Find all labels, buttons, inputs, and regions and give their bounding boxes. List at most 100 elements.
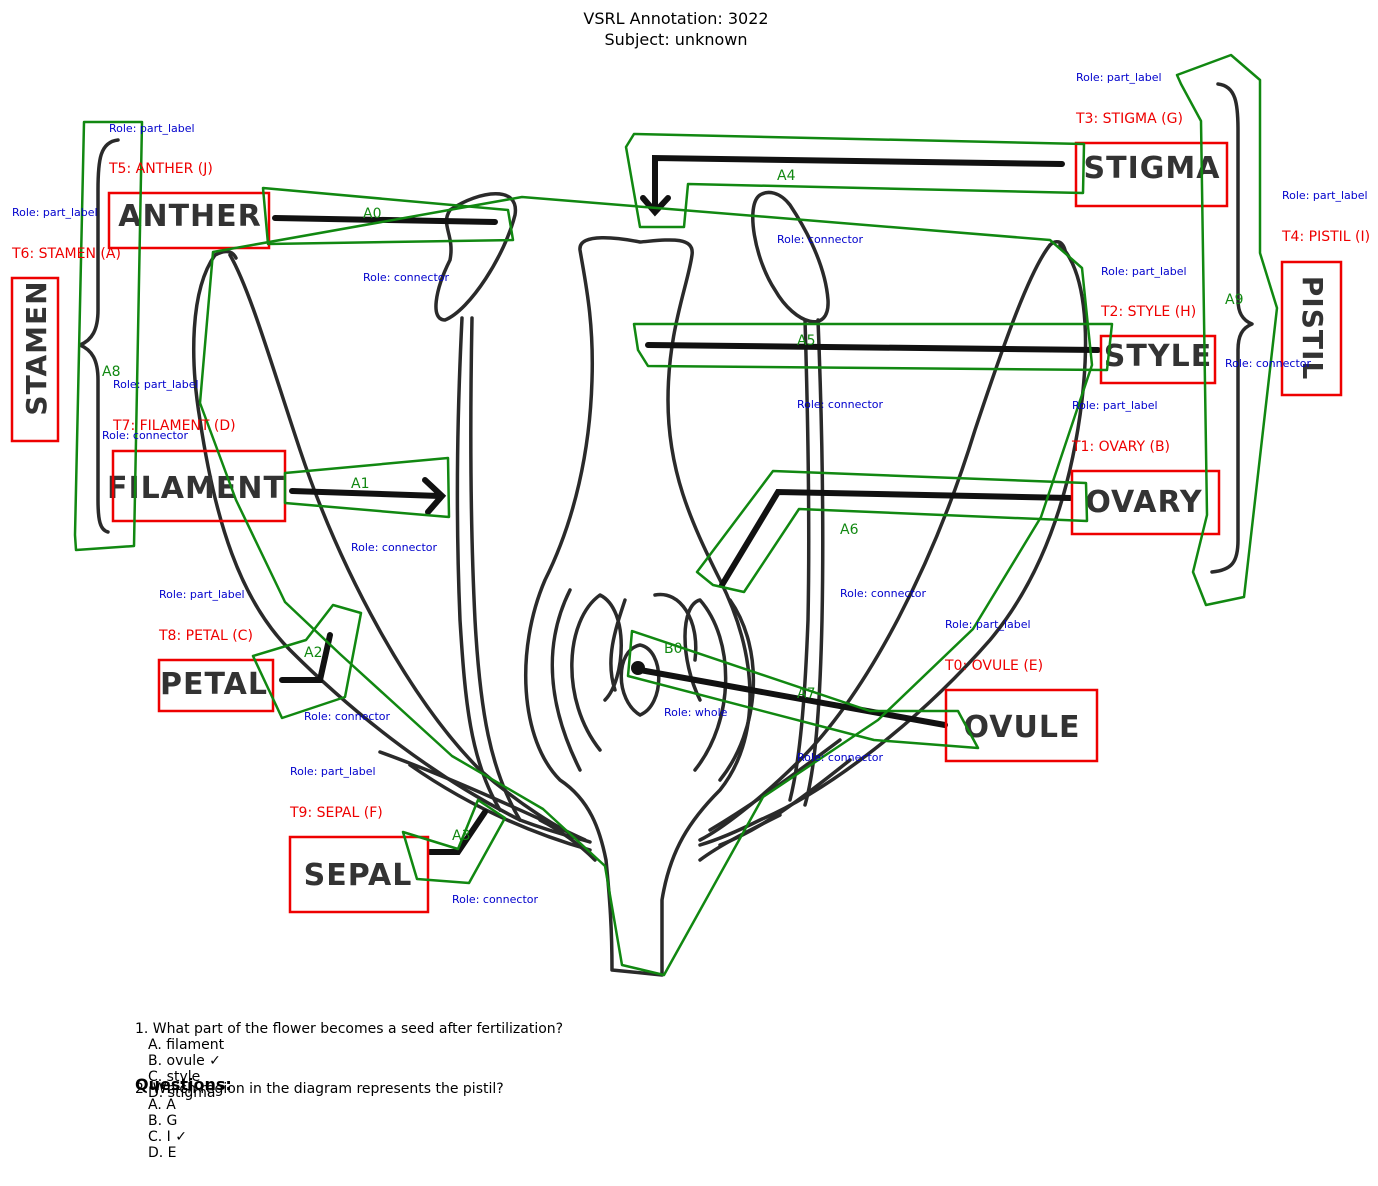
question-2-option-b: B. G (148, 1113, 177, 1129)
ovule-cluster-drawing (570, 592, 728, 772)
t1-box (1070, 469, 1221, 536)
t3-label: T3: STIGMA (G) (1075, 111, 1183, 127)
a6-polygon (695, 469, 1089, 594)
t8-role: Role: part_label (159, 588, 245, 601)
text-label-boxes (10, 141, 1343, 914)
t2-box (1099, 334, 1217, 385)
t5-label: T5: ANTHER (J) (108, 161, 213, 177)
a4-role: Role: connector (777, 233, 863, 246)
b0-polygon (198, 195, 1094, 977)
a1-label: A1 (351, 476, 369, 492)
a7-polygon (626, 629, 980, 750)
a6-label: A6 (840, 522, 859, 538)
question-2-option-c: C. I ✓ (148, 1129, 187, 1145)
a3-role: Role: connector (452, 893, 538, 906)
a7-role: Role: connector (797, 751, 883, 764)
word-pistil: PISTIL (1296, 276, 1329, 380)
a4-label: A4 (777, 168, 796, 184)
a5-polygon (632, 322, 1114, 372)
t3-box (1074, 141, 1229, 208)
a9-polygon (1175, 53, 1279, 607)
pistil-brace-drawing (1210, 82, 1254, 574)
word-ovule: OVULE (964, 710, 1081, 745)
a8-role: Role: connector (102, 429, 188, 442)
question-1-text: 1. What part of the flower becomes a see… (135, 1021, 563, 1037)
b0-label: B0 (664, 641, 683, 657)
stigma-leader-line (640, 154, 1065, 217)
a0-role: Role: connector (363, 271, 449, 284)
question-2-text: 2. Which region in the diagram represent… (135, 1081, 504, 1097)
t0-box (944, 688, 1099, 763)
word-ovary: OVARY (1085, 485, 1203, 520)
a8-label: A8 (102, 364, 120, 380)
a9-role: Role: connector (1225, 357, 1311, 370)
a2-polygon (251, 603, 363, 720)
t0-role: Role: part_label (945, 618, 1031, 631)
t1-label: T1: OVARY (B) (1071, 439, 1170, 455)
a5-role: Role: connector (797, 398, 883, 411)
t3-role: Role: part_label (1076, 71, 1162, 84)
petal-leader-line (279, 632, 333, 683)
right-stamen-drawing (751, 190, 830, 807)
figure-subtitle: Subject: unknown (605, 30, 748, 49)
right-petal-drawing (698, 243, 1088, 847)
question-1-option-b: B. ovule ✓ (148, 1053, 221, 1069)
t8-box (157, 658, 275, 713)
t6-box (10, 276, 60, 443)
a8-polygon (73, 120, 144, 552)
question-1-option-d: D. stigma (148, 1085, 215, 1101)
word-anther: ANTHER (118, 199, 262, 234)
sepal-leader-line (427, 809, 488, 855)
a3-polygon (401, 798, 507, 885)
t8-label: T8: PETAL (C) (158, 628, 253, 644)
left-petal-drawing (192, 253, 592, 844)
flower-drawing (78, 82, 1254, 977)
b0-role: Role: whole (664, 706, 728, 719)
arrow-polygons (73, 53, 1279, 977)
question-2-option-a: A. A (148, 1097, 176, 1113)
t7-role: Role: part_label (113, 378, 199, 391)
ovule-leader-line (637, 667, 948, 728)
style-leader-line (645, 342, 1101, 353)
a1-polygon (283, 456, 451, 519)
ovary-leader-line (719, 488, 1073, 588)
filament-leader-line (289, 477, 447, 515)
a0-polygon (261, 186, 515, 246)
pistil-drawing (524, 236, 752, 977)
a2-label: A2 (304, 645, 322, 661)
question-1-option-c: C. style (148, 1069, 200, 1085)
t0-label: T0: OVULE (E) (944, 658, 1043, 674)
t1-role: Role: part_label (1072, 399, 1158, 412)
a0-label: A0 (363, 206, 381, 222)
t6-role: Role: part_label (12, 206, 98, 219)
t7-label: T7: FILAMENT (D) (112, 418, 236, 434)
word-style: STYLE (1104, 339, 1212, 374)
diagram-words: ANTHER STIGMA STYLE FILAMENT OVARY PETAL… (20, 151, 1329, 893)
t9-label: T9: SEPAL (F) (289, 805, 383, 821)
t5-role: Role: part_label (109, 122, 195, 135)
t2-label: T2: STYLE (H) (1100, 304, 1196, 320)
word-petal: PETAL (160, 667, 268, 702)
t4-role: Role: part_label (1282, 189, 1368, 202)
figure-title: VSRL Annotation: 3022 (583, 9, 768, 28)
left-stamen-drawing (434, 192, 522, 822)
questions-block: 1. What part of the flower becomes a see… (135, 1021, 563, 1161)
word-sepal: SEPAL (304, 858, 413, 893)
t4-label: T4: PISTIL (I) (1281, 229, 1370, 245)
sepal-drawing (378, 738, 852, 852)
t2-role: Role: part_label (1101, 265, 1187, 278)
a7-label: A7 (797, 686, 815, 702)
questions-heading: Questions: (135, 1075, 232, 1094)
a1-role: Role: connector (351, 541, 437, 554)
question-1-option-a: A. filament (148, 1037, 225, 1053)
word-stamen: STAMEN (20, 280, 53, 415)
a4-polygon (624, 132, 1086, 229)
a2-role: Role: connector (304, 710, 390, 723)
anther-leader-line (272, 215, 498, 225)
text-label-annotations: Role: part_label T0: OVULE (E) Role: par… (11, 71, 1370, 821)
a9-label: A9 (1225, 292, 1243, 308)
t6-label: T6: STAMEN (A) (11, 246, 121, 262)
t9-role: Role: part_label (290, 765, 376, 778)
t9-box (288, 835, 430, 914)
